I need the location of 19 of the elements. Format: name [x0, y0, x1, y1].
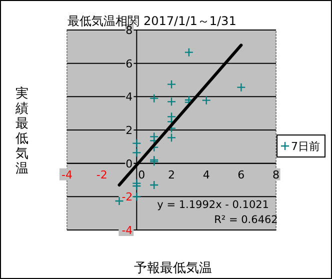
- x-tick-label: 6: [238, 168, 245, 182]
- legend-label: 7日前: [291, 140, 320, 153]
- x-tick-label: -2: [96, 168, 108, 182]
- x-axis-title: 予報最低気温: [134, 261, 212, 276]
- x-tick-label: 0: [138, 168, 146, 182]
- y-tick-label: 2: [126, 124, 133, 137]
- annotation: y = 1.1992x - 0.1021: [157, 199, 269, 211]
- x-tick-label: 4: [202, 168, 210, 182]
- y-tick-label: -2: [122, 190, 133, 204]
- y-tick-label: 0: [126, 157, 133, 170]
- x-tick-label: 8: [272, 168, 280, 182]
- y-tick-label: -4: [122, 224, 133, 237]
- annotation: R² = 0.6462: [214, 214, 278, 226]
- y-tick-label: 8: [126, 24, 133, 37]
- y-tick-label: 4: [126, 90, 133, 104]
- y-tick-label: 6: [126, 57, 133, 70]
- y-axis-title: 実績最低気温: [14, 86, 28, 176]
- x-tick-label: 2: [168, 168, 175, 182]
- x-tick-label: -4: [62, 168, 72, 182]
